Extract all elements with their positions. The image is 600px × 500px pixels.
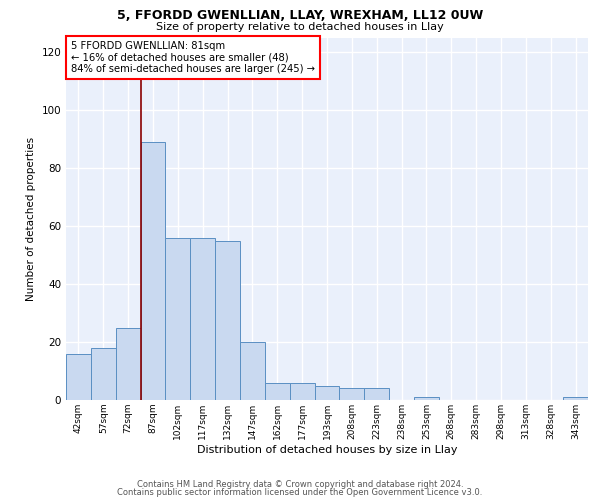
Bar [340,388,364,400]
Bar [290,382,314,400]
Text: Contains HM Land Registry data © Crown copyright and database right 2024.: Contains HM Land Registry data © Crown c… [137,480,463,489]
Bar [140,142,166,400]
Bar [414,397,439,400]
Text: Contains public sector information licensed under the Open Government Licence v3: Contains public sector information licen… [118,488,482,497]
Bar [166,238,190,400]
Bar [314,386,340,400]
Bar [66,354,91,400]
Bar [190,238,215,400]
Bar [215,240,240,400]
Bar [563,397,588,400]
Text: 5 FFORDD GWENLLIAN: 81sqm
← 16% of detached houses are smaller (48)
84% of semi-: 5 FFORDD GWENLLIAN: 81sqm ← 16% of detac… [71,41,315,74]
Y-axis label: Number of detached properties: Number of detached properties [26,136,36,301]
Text: 5, FFORDD GWENLLIAN, LLAY, WREXHAM, LL12 0UW: 5, FFORDD GWENLLIAN, LLAY, WREXHAM, LL12… [117,9,483,22]
Bar [91,348,116,400]
Bar [265,382,290,400]
Bar [240,342,265,400]
Bar [364,388,389,400]
X-axis label: Distribution of detached houses by size in Llay: Distribution of detached houses by size … [197,444,457,454]
Text: Size of property relative to detached houses in Llay: Size of property relative to detached ho… [156,22,444,32]
Bar [116,328,140,400]
